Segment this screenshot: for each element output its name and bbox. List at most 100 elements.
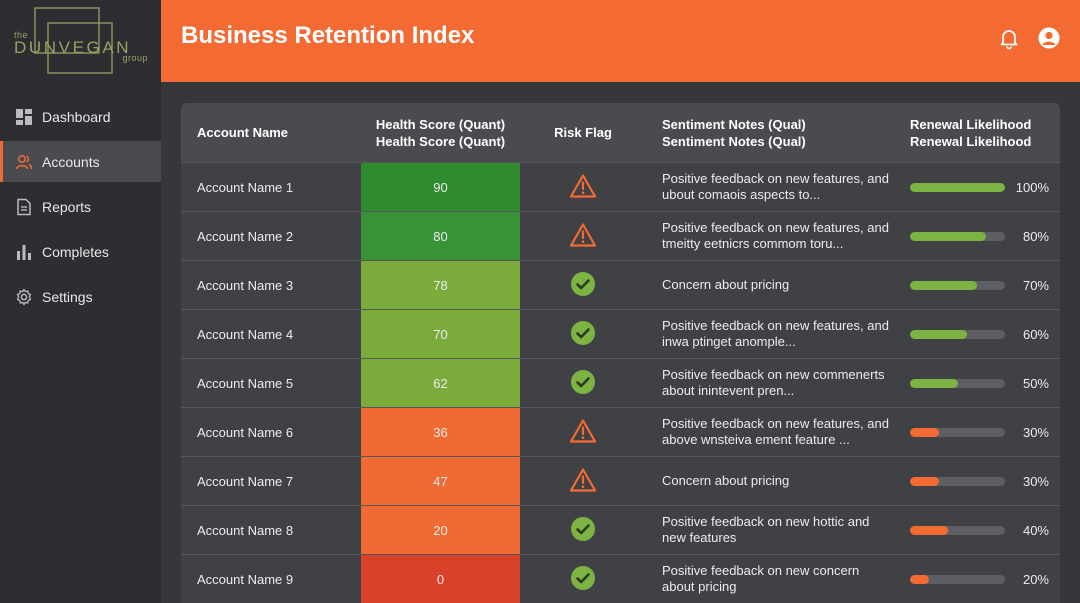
sidebar-item-accounts[interactable]: Accounts: [0, 141, 161, 182]
sidebar-nav: Dashboard Accounts Reports Completes Set…: [0, 96, 161, 321]
sentiment-note-cell: Positive feedback on new commenerts abou…: [646, 367, 894, 399]
sentiment-note-text: Concern about pricing: [662, 277, 790, 292]
renewal-progress-bar: [910, 378, 1005, 388]
sentiment-note-cell: Positive feedback on new concern about p…: [646, 563, 894, 595]
account-name-cell[interactable]: Account Name 9: [197, 571, 294, 587]
account-name-cell[interactable]: Account Name 5: [197, 375, 294, 391]
table-row[interactable]: Account Name 2 80 Positive feedback on new…: [181, 212, 1060, 261]
account-name-cell[interactable]: Account Name 4: [197, 326, 294, 342]
renewal-cell: 20%: [894, 572, 1060, 587]
renewal-cell: 70%: [894, 278, 1060, 293]
retention-table: Account Name Health Score (Quant) Health…: [181, 103, 1060, 603]
user-profile-icon[interactable]: [1037, 26, 1061, 50]
renewal-progress-bar: [910, 182, 1005, 192]
renewal-percent: 80%: [1022, 228, 1049, 244]
document-icon: [15, 198, 33, 216]
risk-flag-cell: [520, 173, 646, 202]
column-header-risk[interactable]: Risk Flag: [554, 125, 612, 140]
sentiment-note-text: Positive feedback on new features, and a…: [662, 416, 889, 447]
sentiment-note-text: Positive feedback on new commenerts abou…: [662, 367, 885, 398]
check-circle-icon: [570, 271, 596, 300]
health-score-cell: 70: [361, 310, 520, 358]
health-score-value: 80: [433, 228, 448, 244]
account-name-cell[interactable]: Account Name 3: [197, 277, 294, 293]
renewal-cell: 30%: [894, 425, 1060, 440]
table-row[interactable]: Account Name 1 90 Positive feedback on new…: [181, 163, 1060, 212]
account-name-cell[interactable]: Account Name 8: [197, 522, 294, 538]
sidebar-item-settings[interactable]: Settings: [0, 276, 161, 317]
account-name-cell[interactable]: Account Name 6: [197, 424, 294, 440]
sidebar-item-label: Reports: [42, 198, 92, 215]
table-row[interactable]: Account Name 9 0 Positive feedback on new …: [181, 555, 1060, 603]
risk-flag-cell: [520, 467, 646, 496]
table-row[interactable]: Account Name 3 78 Concern about pricing 70%: [181, 261, 1060, 310]
renewal-progress-fill: [910, 525, 948, 535]
sidebar: the DUNVEGAN group Dashboard Accounts Re…: [0, 0, 161, 603]
table-row[interactable]: Account Name 8 20 Positive feedback on new…: [181, 506, 1060, 555]
sentiment-note-text: Positive feedback on new hottic and new …: [662, 514, 870, 545]
sidebar-item-completes[interactable]: Completes: [0, 231, 161, 272]
sentiment-note-text: Positive feedback on new features, and u…: [662, 171, 889, 202]
health-score-cell: 80: [361, 212, 520, 260]
risk-flag-cell: [520, 222, 646, 251]
sidebar-item-dashboard[interactable]: Dashboard: [0, 96, 161, 137]
top-header: Business Retention Index: [161, 0, 1080, 82]
health-score-value: 0: [436, 571, 445, 587]
renewal-percent: 70%: [1022, 277, 1049, 293]
health-score-value: 70: [433, 326, 448, 342]
sentiment-note-cell: Positive feedback on new features, and i…: [646, 318, 894, 350]
warning-triangle-icon: [569, 222, 597, 251]
sidebar-item-reports[interactable]: Reports: [0, 186, 161, 227]
table-row[interactable]: Account Name 4 70 Positive feedback on new…: [181, 310, 1060, 359]
column-header-account[interactable]: Account Name: [197, 125, 289, 140]
table-header: Account Name Health Score (Quant) Health…: [181, 103, 1060, 163]
renewal-percent: 60%: [1022, 326, 1049, 342]
sidebar-item-label: Accounts: [42, 153, 100, 170]
table-row[interactable]: Account Name 5 62 Positive feedback on new…: [181, 359, 1060, 408]
sentiment-note-cell: Positive feedback on new features, and t…: [646, 220, 894, 252]
renewal-progress-fill: [910, 280, 977, 290]
table-body: Account Name 1 90 Positive feedback on new…: [181, 163, 1060, 603]
table-row[interactable]: Account Name 7 47 Concern about pricing 30%: [181, 457, 1060, 506]
check-circle-icon: [570, 516, 596, 545]
dunvegan-logo[interactable]: the DUNVEGAN group: [14, 7, 148, 75]
renewal-progress-bar: [910, 476, 1005, 486]
warning-triangle-icon: [569, 467, 597, 496]
sentiment-note-cell: Positive feedback on new features, and a…: [646, 416, 894, 448]
warning-triangle-icon: [569, 173, 597, 202]
renewal-progress-fill: [910, 476, 939, 486]
renewal-progress-fill: [910, 231, 986, 241]
bar-chart-icon: [15, 243, 33, 261]
column-header-renewal-line1: Renewal Likelihood: [910, 116, 1032, 132]
account-name-cell[interactable]: Account Name 7: [197, 473, 294, 489]
renewal-progress-fill: [910, 427, 939, 437]
health-score-cell: 36: [361, 408, 520, 456]
health-score-cell: 20: [361, 506, 520, 554]
sentiment-note-cell: Positive feedback on new features, and u…: [646, 171, 894, 203]
risk-flag-cell: [520, 516, 646, 545]
bell-icon[interactable]: [997, 26, 1021, 50]
renewal-progress-fill: [910, 574, 929, 584]
health-score-value: 20: [433, 522, 448, 538]
table-row[interactable]: Account Name 6 36 Positive feedback on new…: [181, 408, 1060, 457]
account-name-cell[interactable]: Account Name 2: [197, 228, 294, 244]
column-header-sentiment[interactable]: Sentiment Notes (Qual) Sentiment Notes (…: [646, 116, 894, 150]
health-score-cell: 47: [361, 457, 520, 505]
renewal-progress-bar: [910, 231, 1005, 241]
column-header-sentiment-line2: Sentiment Notes (Qual): [662, 133, 806, 149]
renewal-progress-fill: [910, 378, 958, 388]
health-score-value: 36: [433, 424, 448, 440]
check-circle-icon: [570, 565, 596, 594]
warning-triangle-icon: [569, 418, 597, 447]
column-header-health[interactable]: Health Score (Quant) Health Score (Quant…: [361, 103, 520, 162]
renewal-percent: 50%: [1022, 375, 1049, 391]
account-name-cell[interactable]: Account Name 1: [197, 179, 294, 195]
sentiment-note-text: Concern about pricing: [662, 473, 790, 488]
column-header-renewal[interactable]: Renewal Likelihood Renewal Likelihood: [894, 116, 1060, 150]
renewal-progress-fill: [910, 329, 967, 339]
sentiment-note-cell: Concern about pricing: [646, 473, 894, 489]
sidebar-item-label: Completes: [42, 243, 109, 260]
renewal-percent: 40%: [1022, 522, 1049, 538]
health-score-value: 78: [433, 277, 448, 293]
gear-icon: [15, 288, 33, 306]
